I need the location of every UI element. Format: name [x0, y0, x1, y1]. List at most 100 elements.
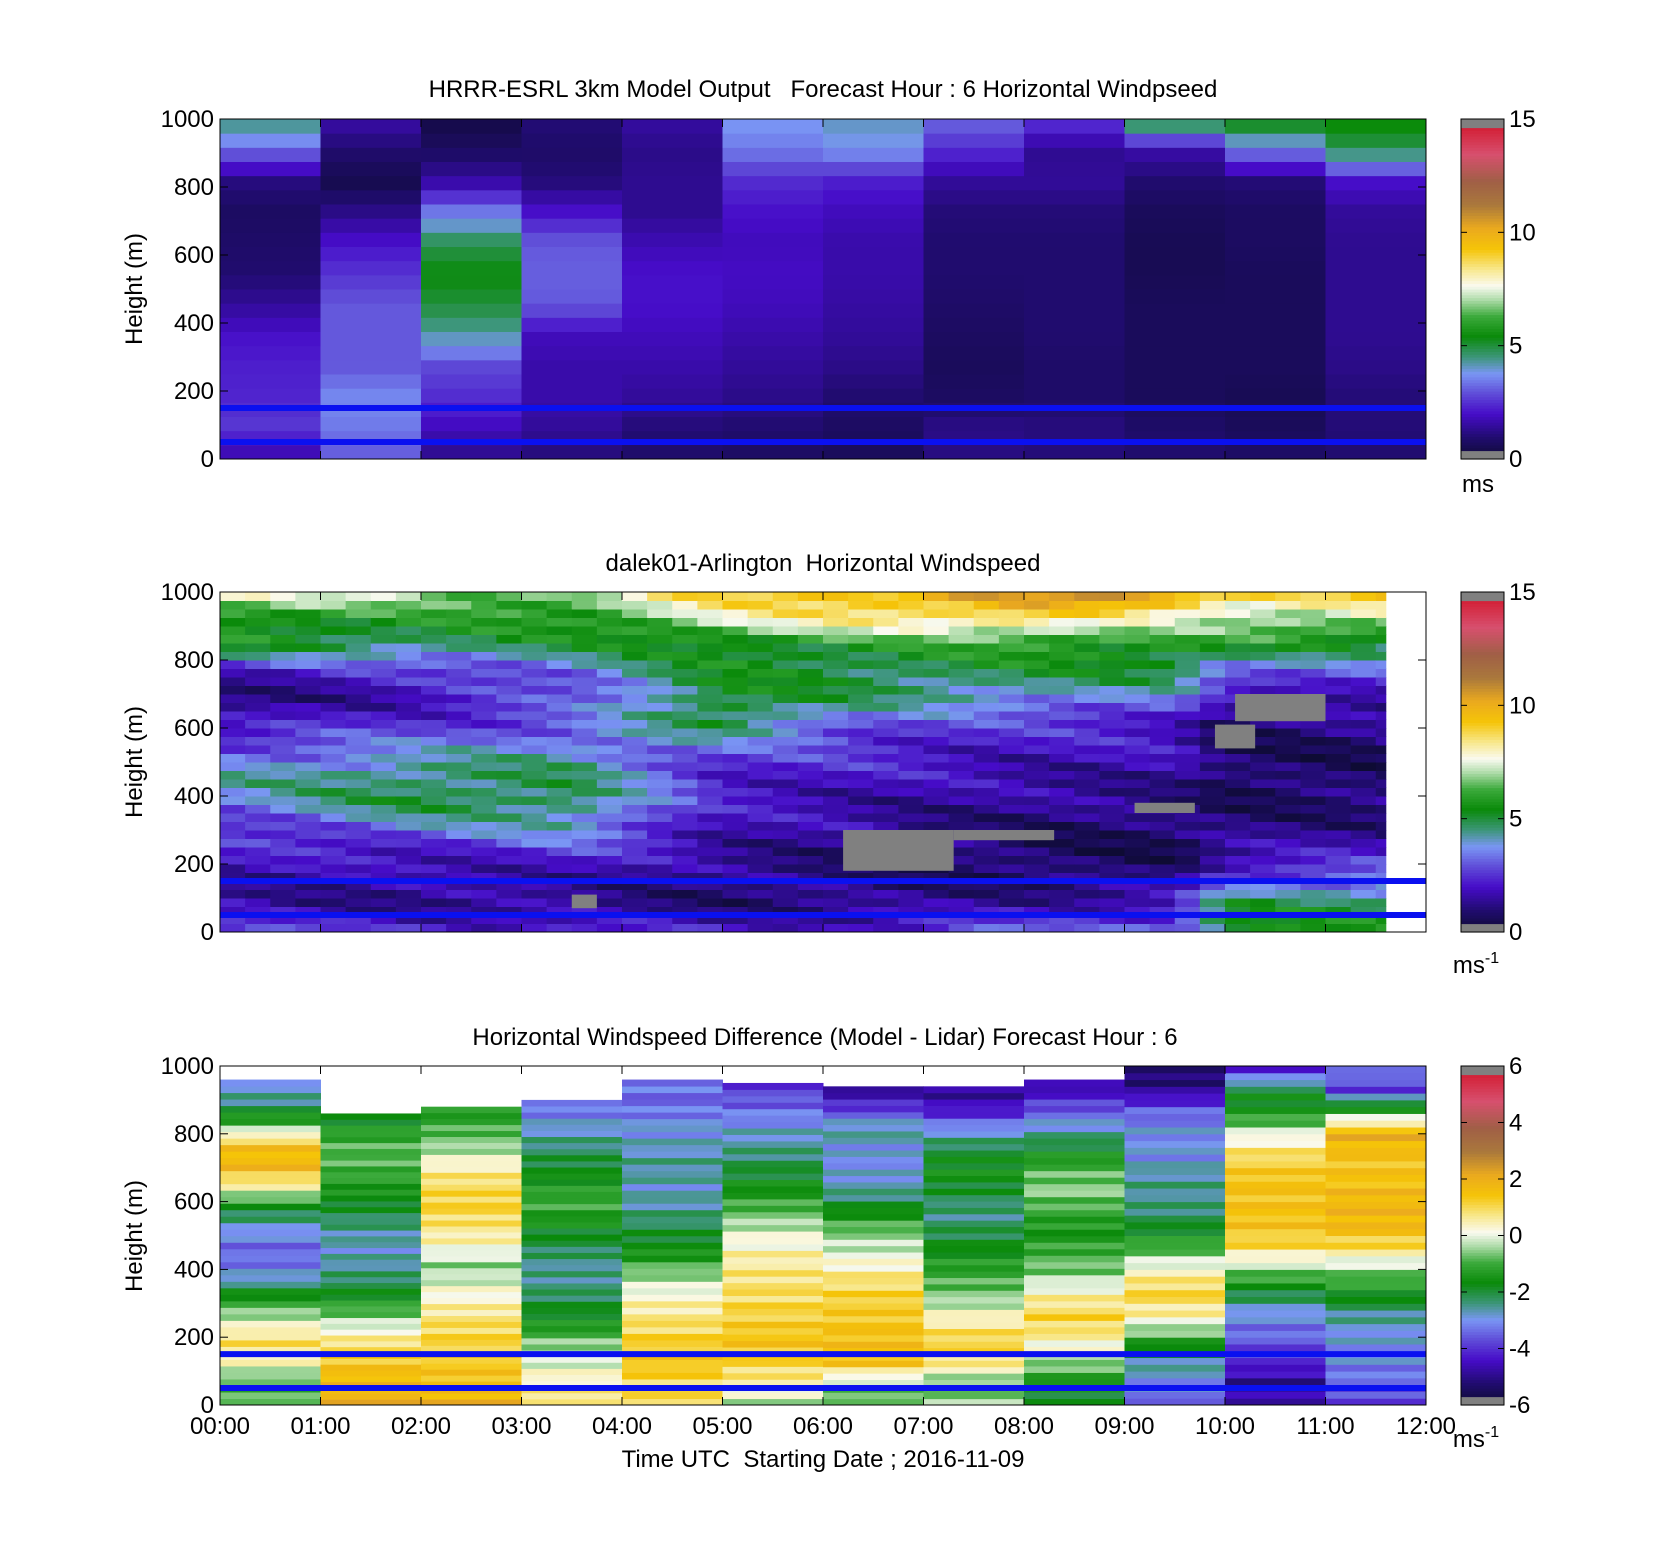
heatmap-cell	[245, 830, 271, 839]
heatmap-cell	[797, 906, 824, 916]
heatmap-cell	[1099, 668, 1125, 678]
heatmap-cell	[1325, 643, 1352, 652]
colorbar-swatch	[1461, 1373, 1504, 1378]
heatmap-cell	[421, 303, 522, 318]
heatmap-cell	[220, 1144, 321, 1152]
heatmap-cell	[923, 779, 950, 788]
heatmap-cell	[948, 643, 975, 652]
heatmap-cell	[1124, 1106, 1226, 1114]
y-tick-label: 1000	[161, 1053, 214, 1080]
colorbar-swatch	[1461, 215, 1504, 219]
heatmap-cell	[295, 685, 321, 695]
heatmap-cell	[571, 847, 598, 856]
heatmap-cell	[823, 728, 849, 737]
colorbar-swatch	[1461, 1260, 1504, 1265]
colorbar-swatch	[1461, 818, 1504, 823]
heatmap-cell	[270, 651, 296, 661]
heatmap-cell	[722, 668, 749, 678]
heatmap-cell	[496, 881, 522, 890]
colorbar-swatch	[1461, 362, 1504, 367]
heatmap-cell	[1124, 260, 1226, 276]
heatmap-cell	[1350, 872, 1377, 882]
heatmap-cell	[973, 719, 1000, 729]
heatmap-cell	[1099, 753, 1125, 763]
heatmap-cell	[1350, 719, 1377, 729]
heatmap-cell	[1124, 719, 1151, 729]
heatmap-cell	[345, 626, 372, 635]
heatmap-cell	[797, 668, 824, 678]
heatmap-cell	[923, 1334, 1025, 1342]
heatmap-cell	[923, 218, 1025, 233]
heatmap-cell	[1350, 728, 1377, 737]
heatmap-cell	[421, 317, 522, 332]
heatmap-cell	[1124, 1201, 1226, 1209]
heatmap-cell	[320, 626, 347, 635]
heatmap-cell	[1325, 1093, 1426, 1101]
heatmap-cell	[496, 660, 522, 669]
heatmap-cell	[923, 1322, 1025, 1330]
heatmap-cell	[1124, 1398, 1226, 1405]
heatmap-cell	[823, 1143, 924, 1151]
heatmap-cell	[722, 1276, 824, 1284]
heatmap-cell	[722, 345, 824, 361]
heatmap-cell	[1275, 906, 1301, 916]
heatmap-cell	[421, 161, 522, 177]
heatmap-cell	[772, 668, 799, 678]
heatmap-cell	[1124, 643, 1151, 652]
heatmap-cell	[697, 668, 723, 678]
heatmap-cell	[220, 634, 246, 644]
heatmap-cell	[295, 898, 321, 907]
heatmap-cell	[823, 813, 849, 822]
heatmap-cell	[622, 762, 648, 771]
heatmap-cell	[1124, 1113, 1226, 1121]
heatmap-cell	[823, 1392, 924, 1400]
colorbar-swatch	[1461, 813, 1504, 817]
heatmap-cell	[1350, 821, 1377, 831]
heatmap-cell	[672, 753, 698, 763]
heatmap-cell	[797, 762, 824, 771]
heatmap-cell	[571, 685, 598, 695]
heatmap-cell	[421, 1202, 522, 1209]
heatmap-cell	[923, 651, 950, 661]
heatmap-cell	[973, 855, 1000, 865]
heatmap-cell	[220, 1378, 321, 1386]
heatmap-cell	[672, 787, 698, 797]
colorbar-swatch	[1461, 345, 1504, 350]
heatmap-cell	[1250, 813, 1276, 822]
heatmap-cell	[496, 821, 522, 831]
colorbar-swatch	[1461, 238, 1504, 242]
heatmap-cell	[923, 1111, 1025, 1119]
heatmap-cell	[998, 677, 1025, 686]
heatmap-cell	[948, 889, 975, 899]
heatmap-cell	[1225, 821, 1251, 831]
heatmap-cell	[546, 855, 573, 865]
heatmap-cell	[848, 651, 874, 661]
heatmap-cell	[1275, 617, 1301, 627]
colorbar-swatch	[1461, 260, 1504, 265]
heatmap-cell	[220, 796, 246, 805]
heatmap-cell	[571, 643, 598, 652]
colorbar-swatch	[1461, 665, 1504, 670]
heatmap-cell	[421, 345, 522, 361]
heatmap-cell	[1325, 359, 1426, 375]
heatmap-cell	[1124, 1127, 1226, 1135]
heatmap-cell	[823, 416, 924, 432]
heatmap-cell	[521, 1295, 623, 1302]
heatmap-cell	[421, 1136, 522, 1143]
heatmap-cell	[370, 762, 397, 771]
heatmap-cell	[1049, 770, 1075, 780]
heatmap-cell	[747, 864, 774, 873]
heatmap-cell	[823, 1309, 924, 1317]
heatmap-cell	[1124, 1194, 1226, 1203]
heatmap-cell	[873, 711, 899, 720]
heatmap-cell	[823, 830, 849, 839]
heatmap-cell	[245, 779, 271, 788]
heatmap-cell	[220, 1196, 321, 1204]
colorbar-swatch	[1461, 204, 1504, 208]
colorbar-swatch	[1461, 1300, 1504, 1304]
heatmap-cell	[421, 1118, 522, 1126]
colorbar-swatch	[1461, 869, 1504, 874]
heatmap-cell	[797, 898, 824, 907]
heatmap-cell	[471, 804, 497, 814]
heatmap-cell	[823, 872, 849, 882]
